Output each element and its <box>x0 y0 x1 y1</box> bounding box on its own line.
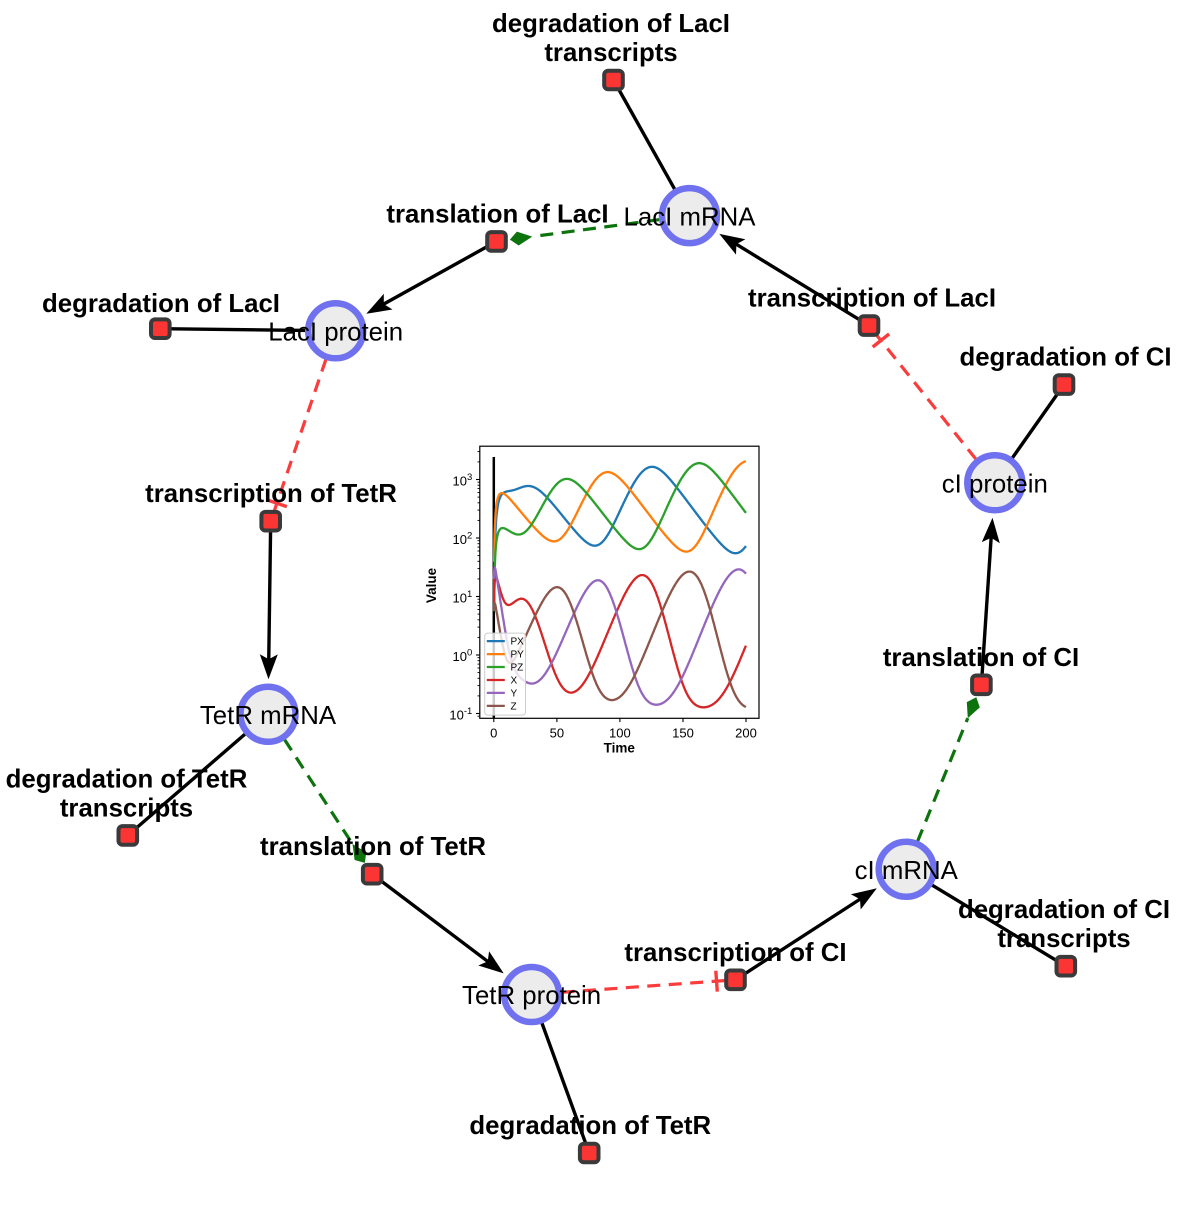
svg-text:translation of TetR: translation of TetR <box>260 833 486 861</box>
svg-text:LacI mRNA: LacI mRNA <box>624 203 757 231</box>
svg-text:X: X <box>511 676 518 687</box>
svg-text:Z: Z <box>511 701 517 712</box>
svg-text:degradation of LacI: degradation of LacI <box>492 10 730 38</box>
svg-text:transcription of LacI: transcription of LacI <box>748 285 996 313</box>
svg-text:LacI protein: LacI protein <box>268 319 403 347</box>
svg-text:50: 50 <box>550 725 564 740</box>
svg-text:200: 200 <box>735 725 757 740</box>
svg-text:degradation of CI: degradation of CI <box>958 896 1170 924</box>
svg-text:PZ: PZ <box>511 663 524 674</box>
svg-text:transcription of CI: transcription of CI <box>624 939 846 967</box>
svg-text:PX: PX <box>511 637 525 648</box>
svg-text:Y: Y <box>511 688 518 699</box>
svg-text:TetR mRNA: TetR mRNA <box>200 702 337 730</box>
svg-text:degradation of TetR: degradation of TetR <box>469 1112 711 1140</box>
svg-text:transcripts: transcripts <box>60 794 193 822</box>
svg-text:transcription of TetR: transcription of TetR <box>145 480 397 508</box>
svg-text:0: 0 <box>490 725 497 740</box>
svg-text:degradation of TetR: degradation of TetR <box>6 765 248 793</box>
svg-text:cI mRNA: cI mRNA <box>855 857 959 885</box>
svg-text:transcripts: transcripts <box>544 39 677 67</box>
svg-text:100: 100 <box>609 725 631 740</box>
svg-text:translation of LacI: translation of LacI <box>386 200 608 228</box>
svg-text:cI protein: cI protein <box>942 471 1048 499</box>
svg-text:translation of CI: translation of CI <box>883 644 1079 672</box>
svg-text:PY: PY <box>511 650 525 661</box>
svg-text:transcripts: transcripts <box>997 925 1130 953</box>
svg-text:150: 150 <box>672 725 694 740</box>
svg-text:degradation of CI: degradation of CI <box>959 344 1171 372</box>
svg-text:TetR protein: TetR protein <box>462 982 601 1010</box>
svg-text:Time: Time <box>604 741 636 756</box>
svg-text:degradation of LacI: degradation of LacI <box>42 290 280 318</box>
svg-text:Value: Value <box>424 567 439 603</box>
